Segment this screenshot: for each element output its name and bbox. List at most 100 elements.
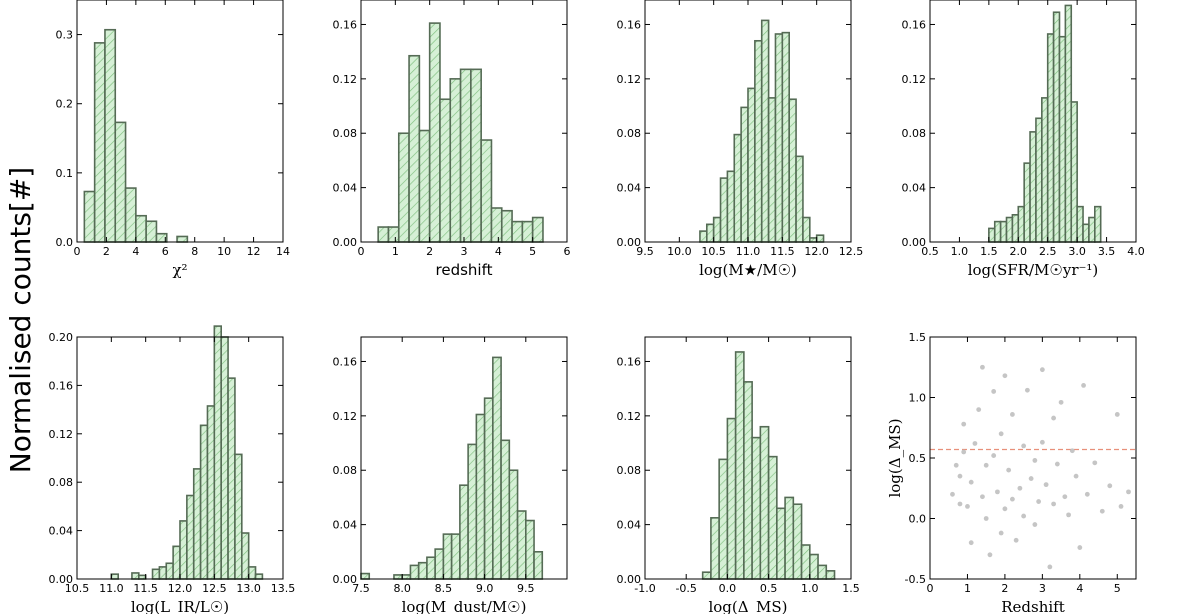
y-tick-label: 0.3 — [56, 29, 74, 42]
histogram-bar — [999, 220, 1008, 243]
histogram-bar — [234, 453, 243, 580]
histogram-bar — [135, 214, 147, 243]
scatter-point — [961, 421, 967, 427]
scatter-point — [968, 540, 974, 546]
scatter-point — [961, 449, 967, 455]
histogram-bar — [734, 351, 745, 580]
scatter-point — [983, 462, 989, 468]
scatter-point — [991, 389, 997, 394]
histogram-bar — [377, 226, 390, 243]
x-tick-label: 4 — [1076, 582, 1083, 595]
y-tick-label: 0.08 — [617, 127, 642, 140]
histogram-bar — [492, 356, 502, 580]
y-tick-label: 0.00 — [49, 573, 74, 586]
y-tick-label: 0.12 — [333, 410, 358, 423]
x-axis-label: Redshift — [1001, 598, 1065, 614]
x-tick-label: 1.0 — [951, 245, 969, 258]
y-tick-label: 0.0 — [909, 513, 927, 526]
histogram-bar — [1052, 11, 1061, 243]
x-tick-label: 2 — [426, 245, 433, 258]
histogram-bar — [393, 574, 403, 580]
histogram-bar — [408, 54, 421, 243]
histogram-bar — [792, 503, 803, 580]
histogram-bar — [176, 235, 189, 243]
scatter-point — [1039, 439, 1045, 445]
histogram-bar — [802, 216, 811, 243]
histogram-bar — [1005, 216, 1014, 243]
histogram-bar — [1064, 4, 1073, 243]
histogram-bar — [508, 469, 519, 580]
y-tick-label: 0.08 — [333, 464, 358, 477]
histogram-bar — [241, 532, 250, 580]
x-tick-label: -1.0 — [634, 582, 655, 595]
histogram-bar — [254, 573, 264, 580]
y-tick-label: 0.04 — [333, 519, 358, 532]
x-tick-label: 1 — [392, 245, 399, 258]
scatter-point — [1066, 512, 1071, 518]
x-tick-label: 0 — [74, 245, 81, 258]
x-tick-label: 5 — [1114, 582, 1121, 595]
histogram-bar — [710, 517, 720, 580]
x-axis-label: log(M_dust/M☉) — [402, 598, 527, 614]
histogram-bar — [1088, 216, 1096, 243]
y-tick-label: 0.04 — [49, 525, 74, 538]
chart-panel-6: 7.5 8.0 8.5 9.0 9.5 0.00 0.04 0.08 0.12 0.16 log(M… — [333, 336, 568, 614]
scatter-point — [1032, 458, 1038, 463]
x-tick-label: -0.5 — [675, 582, 696, 595]
axes-frame — [76, 0, 284, 243]
histogram-bar — [776, 507, 786, 580]
chart-panel-5: 10.5 11.0 11.5 12.0 12.5 13.0 13.5 0.00 0.04 0.08… — [49, 325, 296, 614]
scatter-point — [950, 491, 955, 497]
histogram-bar — [1035, 117, 1043, 243]
scatter-point — [980, 494, 985, 500]
histogram-bar — [784, 496, 795, 580]
y-tick-label: 0.5 — [909, 452, 927, 465]
x-tick-label: 10.5 — [65, 582, 90, 595]
histogram-bar — [808, 553, 819, 580]
histogram-bar — [434, 548, 445, 580]
scatter-point — [983, 516, 989, 521]
x-tick-label: 0.5 — [921, 245, 939, 258]
x-tick-label: 1.0 — [801, 582, 819, 595]
histogram-bar — [1058, 35, 1067, 243]
x-tick-label: 11.0 — [99, 582, 124, 595]
scatter-point — [980, 364, 985, 370]
histogram-bar — [213, 325, 222, 580]
shared-y-axis-label: Normalised counts[#] — [4, 167, 37, 473]
axes-frame — [360, 336, 568, 580]
histogram-bar — [988, 227, 996, 243]
histogram-bar — [151, 568, 161, 580]
histogram-bar — [1023, 162, 1031, 243]
y-tick-label: 0.16 — [902, 18, 927, 31]
histogram-bar — [417, 561, 428, 580]
x-tick-label: 12.5 — [839, 245, 864, 258]
histogram-bar — [172, 545, 181, 580]
x-tick-label: 0.5 — [760, 582, 778, 595]
x-tick-label: 13.5 — [271, 582, 296, 595]
histogram-bar — [726, 170, 736, 243]
y-tick-label: 1.5 — [909, 331, 927, 344]
x-tick-label: 2.5 — [1039, 245, 1057, 258]
histogram-bar — [767, 455, 778, 580]
histogram-bar — [459, 68, 472, 243]
histogram-bar — [206, 405, 216, 580]
histogram-bar — [165, 562, 174, 580]
x-tick-label: 2.0 — [1010, 245, 1028, 258]
histogram-bar — [475, 413, 486, 580]
y-tick-label: 0.12 — [49, 428, 74, 441]
y-tick-label: 0.08 — [333, 127, 358, 140]
x-tick-label: 7.5 — [352, 582, 370, 595]
x-tick-label: 3.0 — [1068, 245, 1086, 258]
x-tick-label: 8 — [191, 245, 198, 258]
x-tick-label: 12 — [247, 245, 261, 258]
y-tick-label: 0.00 — [333, 573, 358, 586]
scatter-point — [957, 473, 963, 479]
histogram-bar — [418, 129, 431, 243]
scatter-point — [1062, 494, 1068, 500]
y-tick-label: 0.04 — [902, 182, 927, 195]
histogram-bar — [401, 574, 412, 580]
histogram-bar — [788, 98, 797, 243]
histogram-bar — [470, 68, 482, 243]
scatter-point — [976, 407, 982, 412]
